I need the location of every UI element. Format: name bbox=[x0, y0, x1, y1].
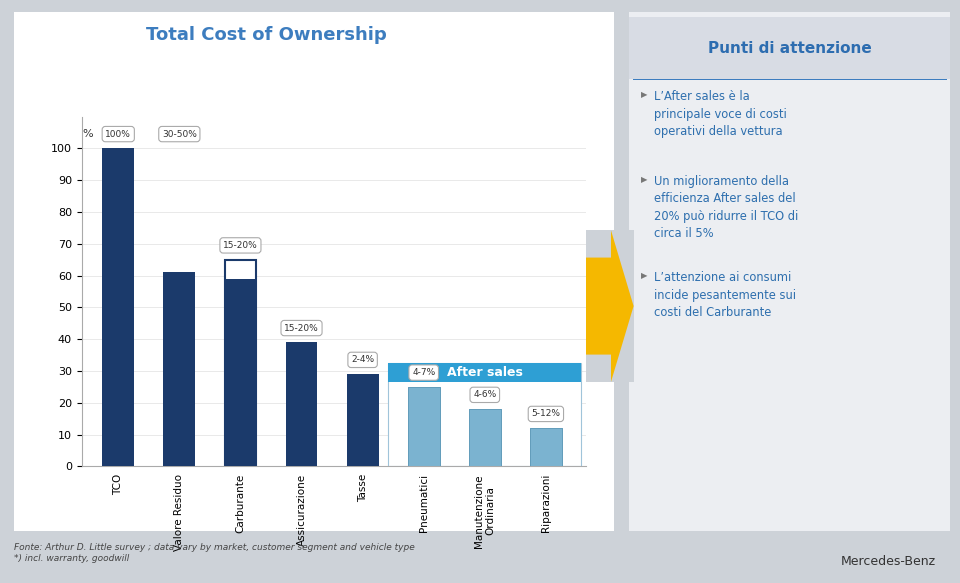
Bar bbox=[530, 429, 562, 466]
Bar bbox=[286, 342, 318, 466]
Text: Mercedes-Benz: Mercedes-Benz bbox=[841, 556, 936, 568]
Text: Un miglioramento della
efficienza After sales del
20% può ridurre il TCO di
circ: Un miglioramento della efficienza After … bbox=[654, 175, 798, 240]
Bar bbox=[468, 409, 501, 466]
Text: 4-7%: 4-7% bbox=[412, 368, 435, 377]
Bar bbox=[468, 409, 501, 466]
Bar bbox=[225, 279, 256, 466]
Text: 4-6%: 4-6% bbox=[473, 391, 496, 399]
Bar bbox=[388, 363, 582, 382]
Text: 15-20%: 15-20% bbox=[284, 324, 319, 332]
Text: 5-12%: 5-12% bbox=[532, 409, 561, 419]
Text: 100%: 100% bbox=[106, 129, 132, 139]
Text: 30-50%: 30-50% bbox=[162, 129, 197, 139]
Bar bbox=[103, 149, 134, 466]
Bar bbox=[530, 429, 562, 466]
Text: ▶: ▶ bbox=[641, 271, 648, 280]
Bar bbox=[388, 363, 582, 466]
Text: Fonte: Arthur D. Little survey ; data vary by market, customer segment and vehic: Fonte: Arthur D. Little survey ; data va… bbox=[14, 543, 415, 563]
Text: %: % bbox=[83, 129, 93, 139]
Text: L’After sales è la
principale voce di costi
operativi della vettura: L’After sales è la principale voce di co… bbox=[654, 90, 786, 138]
Bar bbox=[408, 387, 440, 466]
Bar bbox=[225, 259, 256, 466]
Text: After sales: After sales bbox=[446, 366, 523, 379]
Polygon shape bbox=[574, 230, 634, 382]
Text: Punti di attenzione: Punti di attenzione bbox=[708, 41, 872, 56]
Bar bbox=[408, 387, 440, 466]
Text: Total Cost of Ownership: Total Cost of Ownership bbox=[146, 26, 387, 44]
Bar bbox=[347, 374, 378, 466]
Text: 2-4%: 2-4% bbox=[351, 356, 374, 364]
Bar bbox=[163, 272, 195, 466]
Text: ▶: ▶ bbox=[641, 175, 648, 184]
Text: L’attenzione ai consumi
incide pesantemente sui
costi del Carburante: L’attenzione ai consumi incide pesanteme… bbox=[654, 271, 796, 319]
Text: 15-20%: 15-20% bbox=[223, 241, 258, 250]
Text: ▶: ▶ bbox=[641, 90, 648, 99]
